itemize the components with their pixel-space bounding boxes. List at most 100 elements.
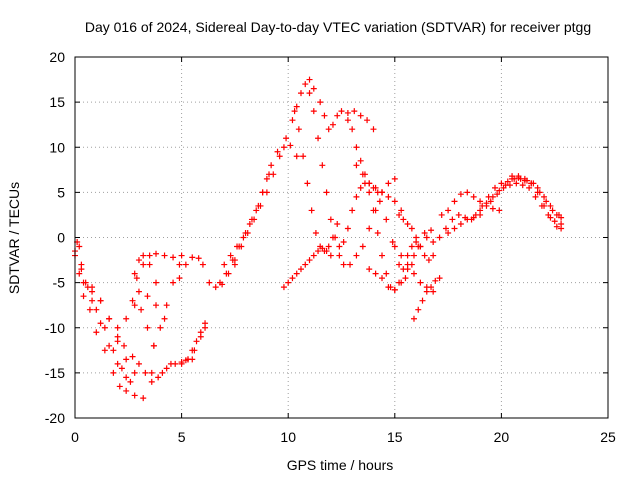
data-point: [389, 239, 396, 246]
data-point: [106, 315, 113, 322]
data-point: [184, 356, 191, 363]
data-point: [123, 387, 130, 394]
data-point: [297, 90, 304, 97]
data-point: [251, 216, 258, 223]
data-point: [172, 360, 179, 367]
data-point: [276, 153, 283, 160]
series-track-05: [89, 284, 155, 385]
data-point: [470, 193, 477, 200]
data-point: [404, 252, 411, 259]
data-point: [421, 229, 428, 236]
data-point: [385, 180, 392, 187]
data-point: [257, 202, 264, 209]
data-point: [127, 378, 134, 385]
data-point: [146, 261, 153, 268]
data-point: [457, 191, 464, 198]
data-point: [302, 81, 309, 88]
data-point: [153, 250, 160, 257]
y-tick-label: -20: [45, 410, 65, 426]
data-point: [451, 225, 458, 232]
data-point: [321, 248, 328, 255]
data-point: [344, 225, 351, 232]
data-point: [163, 365, 170, 372]
data-point: [344, 109, 351, 116]
data-point: [370, 207, 377, 214]
data-point: [221, 261, 228, 268]
series-track-19: [280, 245, 334, 291]
data-point: [291, 108, 298, 115]
data-point: [496, 187, 503, 194]
data-point: [121, 342, 128, 349]
data-point: [353, 144, 360, 151]
data-point: [425, 257, 432, 264]
data-point: [300, 153, 307, 160]
data-point: [379, 189, 386, 196]
data-point: [76, 243, 83, 250]
data-point: [477, 207, 484, 214]
series-track-30: [396, 211, 437, 264]
data-point: [558, 225, 565, 232]
data-point: [410, 315, 417, 322]
data-point: [451, 198, 458, 205]
data-point: [494, 191, 501, 198]
data-point: [547, 202, 554, 209]
series-track-17: [221, 171, 273, 268]
data-point: [404, 261, 411, 268]
data-point: [336, 243, 343, 250]
data-point: [93, 306, 100, 313]
data-point: [432, 277, 439, 284]
data-point: [153, 279, 160, 286]
data-point: [304, 180, 311, 187]
data-point: [489, 193, 496, 200]
data-point: [135, 257, 142, 264]
data-point: [464, 189, 471, 196]
data-point: [445, 229, 452, 236]
data-point: [176, 275, 183, 282]
data-point: [202, 324, 209, 331]
data-point: [391, 286, 398, 293]
data-point: [402, 275, 409, 282]
data-point: [325, 243, 332, 250]
data-point: [449, 216, 456, 223]
data-point: [479, 202, 486, 209]
data-point: [543, 198, 550, 205]
data-point: [106, 342, 113, 349]
data-point: [366, 189, 373, 196]
data-point: [244, 229, 251, 236]
y-tick-label: 10: [49, 139, 65, 155]
data-point: [423, 288, 430, 295]
data-point: [297, 266, 304, 273]
series-track-09: [135, 288, 168, 322]
data-point: [351, 108, 358, 115]
data-point: [144, 293, 151, 300]
data-point: [366, 225, 373, 232]
data-point: [357, 184, 364, 191]
data-point: [146, 252, 153, 259]
y-tick-label: 15: [49, 94, 65, 110]
data-point: [295, 126, 302, 133]
data-point: [340, 239, 347, 246]
series-track-12: [176, 254, 206, 282]
data-point: [157, 324, 164, 331]
y-tick-label: 0: [57, 230, 65, 246]
data-point: [430, 288, 437, 295]
data-point: [344, 117, 351, 124]
data-point: [391, 243, 398, 250]
data-point: [353, 162, 360, 169]
data-point: [430, 252, 437, 259]
data-point: [283, 135, 290, 142]
data-point: [487, 198, 494, 205]
data-point: [246, 220, 253, 227]
data-point: [240, 234, 247, 241]
data-point: [176, 261, 183, 268]
data-point: [323, 189, 330, 196]
data-point: [334, 112, 341, 119]
data-point: [306, 257, 313, 264]
y-tick-label: 5: [57, 184, 65, 200]
data-point: [191, 347, 198, 354]
data-point: [534, 184, 541, 191]
data-point: [114, 360, 121, 367]
series-track-11: [150, 261, 183, 349]
data-point: [110, 347, 117, 354]
data-point: [93, 329, 100, 336]
